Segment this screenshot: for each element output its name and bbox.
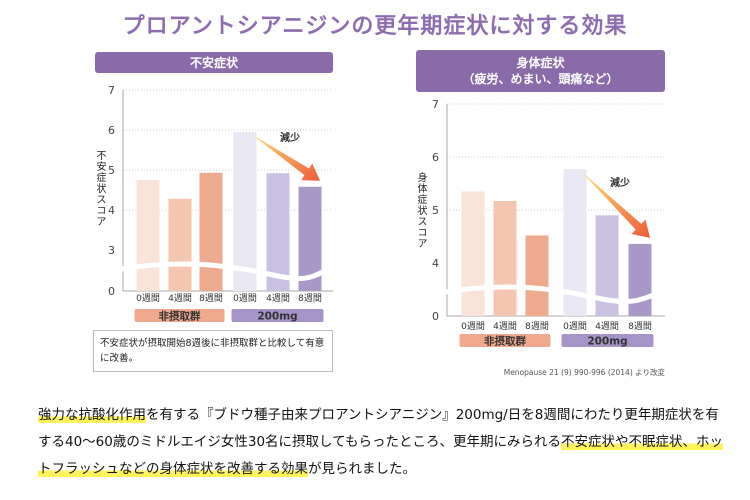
highlight-1: 強力な抗酸化作用 xyxy=(38,407,146,423)
bar-4 xyxy=(266,173,290,291)
y-tick-label: 3 xyxy=(108,244,115,257)
group-label-bg xyxy=(561,334,654,347)
x-tick-label: 4週間 xyxy=(493,321,517,332)
x-tick-label: 4週間 xyxy=(168,293,192,304)
bar-1 xyxy=(168,198,192,291)
bar-5 xyxy=(298,186,322,291)
bar-5 xyxy=(628,243,652,316)
group-label: 非摂取群 xyxy=(159,310,201,323)
bar-2 xyxy=(199,172,223,291)
chart1-title: 不安症状 xyxy=(95,52,333,73)
x-tick-label: 8週間 xyxy=(628,321,652,332)
bar-3 xyxy=(233,132,257,291)
bar-3 xyxy=(563,169,587,316)
group-label-bg xyxy=(459,334,551,347)
y-tick-label: 4 xyxy=(108,204,115,217)
group-label: 200mg xyxy=(587,336,627,348)
body-text-4: が見られました。 xyxy=(308,461,416,477)
y-tick-label: 0 xyxy=(432,310,439,323)
bar-1 xyxy=(493,200,517,316)
chart2-title-text: 身体症状 xyxy=(516,56,565,70)
chart2-title: 身体症状 （疲労、めまい、頭痛など） xyxy=(416,50,665,92)
body-paragraph: 強力な抗酸化作用を有する『ブドウ種子由来プロアントシアニジン』200mg/日を8… xyxy=(38,402,728,483)
y-tick-label: 6 xyxy=(432,151,439,164)
chart1-ylabel: 不安症状スコア xyxy=(94,150,105,227)
y-tick-label: 6 xyxy=(108,124,115,137)
chart2-subtitle: （疲労、めまい、頭痛など） xyxy=(462,72,619,86)
y-tick-label: 5 xyxy=(108,164,115,177)
annotation-decrease: 減少 xyxy=(280,131,300,144)
chart1-title-text: 不安症状 xyxy=(189,55,238,70)
x-tick-label: 8週間 xyxy=(525,321,549,332)
group-label-bg xyxy=(134,309,225,322)
x-tick-label: 8週間 xyxy=(199,293,223,304)
axis-break-wave xyxy=(438,284,670,304)
body-text-2: を有する『ブドウ種子由来プロアントシアニジン』200mg/日を8週間にわたり更年… xyxy=(38,407,719,450)
x-tick-label: 0週間 xyxy=(461,321,485,332)
x-tick-label: 8週間 xyxy=(298,293,322,304)
y-tick-label: 5 xyxy=(432,204,439,217)
y-tick-label: 4 xyxy=(432,257,439,270)
x-tick-label: 0週間 xyxy=(563,321,587,332)
citation: Menopause 21 (9) 990-996 (2014) より改変 xyxy=(503,368,665,377)
x-tick-label: 4週間 xyxy=(266,293,290,304)
bar-2 xyxy=(525,235,549,316)
x-tick-label: 0週間 xyxy=(136,293,160,304)
x-tick-label: 4週間 xyxy=(595,321,619,332)
y-tick-label: 7 xyxy=(108,84,115,97)
bar-0 xyxy=(461,191,485,316)
decrease-arrow xyxy=(251,134,320,181)
y-tick-label: 0 xyxy=(108,285,115,298)
x-tick-label: 0週間 xyxy=(233,293,257,304)
group-label: 非摂取群 xyxy=(484,335,526,348)
bar-0 xyxy=(136,180,160,291)
y-tick-label: 7 xyxy=(432,98,439,111)
group-label: 200mg xyxy=(257,311,297,323)
annotation-decrease: 減少 xyxy=(610,176,630,189)
group-label-bg xyxy=(231,309,324,322)
decrease-arrow xyxy=(581,171,650,238)
chart1-note: 不安症状が摂取開始8週後に非摂取群と比較して有意に改善。 xyxy=(93,330,333,372)
page-title: プロアントシアニジンの更年期症状に対する効果 xyxy=(122,14,628,39)
bar-4 xyxy=(595,215,619,316)
axis-break-wave xyxy=(114,261,338,281)
chart2-ylabel: 身体症状スコア xyxy=(415,172,426,249)
